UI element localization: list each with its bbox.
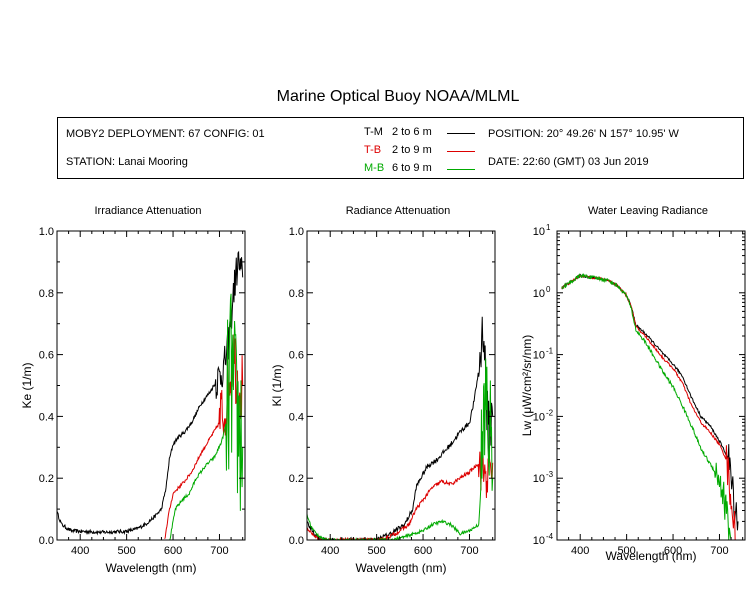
series-line-m-b xyxy=(561,272,732,540)
legend-code-tb: T-B xyxy=(364,144,382,156)
plot-frame xyxy=(556,230,746,541)
legend-code-tm: T-M xyxy=(364,126,383,138)
legend-range-tm: 2 to 6 m xyxy=(392,126,432,138)
x-axis-label: Wavelength (nm) xyxy=(606,549,697,563)
y-tick-label: 10 xyxy=(533,535,545,547)
y-tick-label: 0.2 xyxy=(289,473,304,485)
y-tick-label-exponent: -4 xyxy=(546,532,554,541)
x-tick-label: 700 xyxy=(460,545,478,557)
plot-panel-1: 400 500 600 700 0.0 0.2 0.4 0.6 0.8 1.0 Wavelength… xyxy=(20,226,246,575)
legend-range-tb: 2 to 9 m xyxy=(392,144,432,156)
y-tick-label: 1.0 xyxy=(39,226,54,238)
series-line-t-m xyxy=(307,316,494,540)
x-tick-label: 500 xyxy=(617,545,635,557)
y-tick-label-exponent: 1 xyxy=(546,223,551,232)
x-tick-label: 600 xyxy=(664,545,682,557)
plot-frame xyxy=(56,230,246,541)
y-tick-label: 0.0 xyxy=(39,535,54,547)
legend-line-tm xyxy=(447,133,475,134)
legend-range-mb: 6 to 9 m xyxy=(392,162,432,174)
series-line-t-b xyxy=(561,274,736,540)
chart-main-title: Marine Optical Buoy NOAA/MLML xyxy=(276,88,520,105)
series-line-m-b xyxy=(307,358,494,540)
y-tick-label: 10 xyxy=(533,411,545,423)
y-tick-label: 0.6 xyxy=(289,350,304,362)
y-axis-label: Ke (1/m) xyxy=(20,362,34,408)
x-axis-label: Wavelength (nm) xyxy=(356,561,447,575)
y-tick-label: 1.0 xyxy=(289,226,304,238)
panel2-title: Radiance Attenuation xyxy=(345,205,451,217)
y-tick-label: 0.4 xyxy=(39,411,54,423)
x-axis-label: Wavelength (nm) xyxy=(106,561,197,575)
x-tick-label: 500 xyxy=(367,545,385,557)
y-tick-label: 0.0 xyxy=(289,535,304,547)
y-tick-label-exponent: -2 xyxy=(546,408,554,417)
deployment-text: MOBY2 DEPLOYMENT: 67 CONFIG: 01 xyxy=(66,128,265,140)
y-tick-label: 10 xyxy=(533,350,545,362)
legend-code-mb: M-B xyxy=(364,162,385,174)
y-tick-label: 0.8 xyxy=(39,288,54,300)
y-tick-label: 10 xyxy=(533,473,545,485)
series-line-t-m xyxy=(57,250,244,536)
x-tick-label: 400 xyxy=(571,545,589,557)
x-tick-label: 400 xyxy=(71,545,89,557)
panel1-title: Irradiance Attenuation xyxy=(94,205,202,217)
info-box: MOBY2 DEPLOYMENT: 67 CONFIG: 01 STATION:… xyxy=(57,117,744,179)
y-tick-label: 0.6 xyxy=(39,350,54,362)
x-tick-label: 600 xyxy=(414,545,432,557)
position-text: POSITION: 20° 49.26' N 157° 10.95' W xyxy=(488,128,679,140)
x-tick-label: 700 xyxy=(210,545,228,557)
x-tick-label: 700 xyxy=(710,545,728,557)
y-tick-label: 0.4 xyxy=(289,411,304,423)
y-tick-label: 10 xyxy=(533,226,545,238)
x-tick-label: 500 xyxy=(117,545,135,557)
plot-frame xyxy=(306,230,496,541)
y-tick-label: 0.8 xyxy=(289,288,304,300)
y-axis-label: Kl (1/m) xyxy=(270,364,284,406)
series-line-m-b xyxy=(169,293,244,540)
y-tick-label-exponent: -3 xyxy=(546,470,554,479)
date-text: DATE: 22:60 (GMT) 03 Jun 2019 xyxy=(488,156,649,168)
plot-panel-2: 400 500 600 700 0.0 0.2 0.4 0.6 0.8 1.0 Wavelength… xyxy=(270,226,496,575)
y-tick-label: 10 xyxy=(533,288,545,300)
x-tick-label: 400 xyxy=(321,545,339,557)
panel3-title: Water Leaving Radiance xyxy=(587,205,709,217)
legend-line-tb xyxy=(447,151,475,152)
y-axis-label: Lw (μW/cm²/sr/nm) xyxy=(520,335,534,437)
y-tick-label-exponent: 0 xyxy=(546,285,551,294)
y-tick-label: 0.2 xyxy=(39,473,54,485)
legend-line-mb xyxy=(447,169,475,170)
x-tick-label: 600 xyxy=(164,545,182,557)
station-text: STATION: Lanai Mooring xyxy=(66,156,188,168)
series-line-t-m xyxy=(561,273,739,531)
y-tick-label-exponent: -1 xyxy=(546,347,554,356)
